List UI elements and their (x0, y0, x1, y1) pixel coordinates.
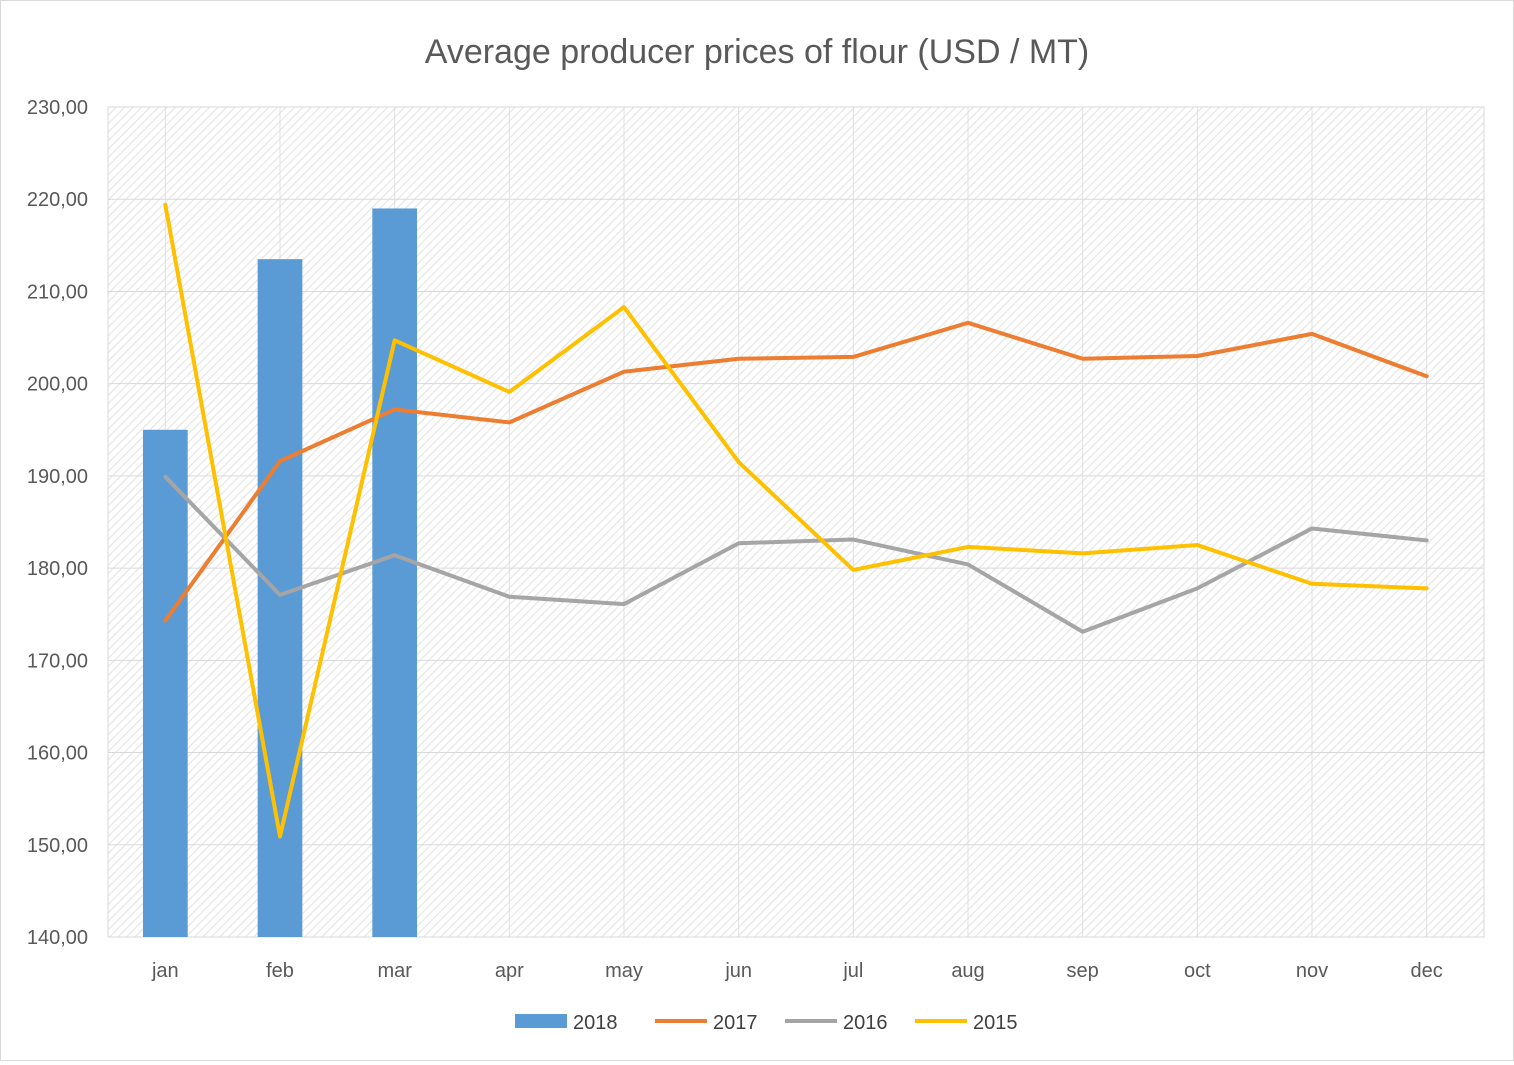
y-tick-label: 200,00 (27, 374, 88, 396)
line-series-2015 (163, 202, 1429, 839)
y-tick-label: 210,00 (27, 281, 88, 303)
legend-label-2016: 2016 (843, 1012, 888, 1034)
x-tick-label: jun (724, 960, 752, 982)
legend-label-2018: 2018 (573, 1012, 618, 1034)
plot-border (107, 106, 1485, 938)
x-tick-label: dec (1411, 960, 1443, 982)
x-tick-label: aug (951, 960, 984, 982)
y-tick-label: 180,00 (27, 558, 88, 580)
x-tick-label: jul (842, 960, 863, 982)
x-tick-label: mar (377, 960, 412, 982)
x-tick-label: may (605, 960, 643, 982)
plot-area: 140,00 150,00 160,00 170,00 180,00 190,00 200,… (27, 97, 1485, 982)
bar-2018-feb (257, 259, 303, 938)
y-tick-label: 150,00 (27, 835, 88, 857)
legend: 2018 2017 2016 2015 (515, 1012, 1018, 1034)
legend-label-2015: 2015 (973, 1012, 1018, 1034)
legend-swatch-2018 (515, 1014, 567, 1028)
x-tick-label: feb (266, 960, 294, 982)
x-tick-label: nov (1296, 960, 1328, 982)
x-tick-label: oct (1184, 960, 1211, 982)
y-tick-label: 230,00 (27, 97, 88, 119)
x-tick-label: apr (495, 960, 524, 982)
bar-2018-jan (142, 429, 188, 937)
plot-background (108, 107, 1484, 937)
line-series-2016 (163, 474, 1429, 634)
chart-title: Average producer prices of flour (USD / … (425, 33, 1090, 71)
y-tick-label: 170,00 (27, 650, 88, 672)
x-tick-label: jan (151, 960, 179, 982)
y-tick-label: 140,00 (27, 927, 88, 949)
bar-2018-mar (372, 208, 418, 937)
y-tick-label: 220,00 (27, 189, 88, 211)
y-tick-label: 160,00 (27, 743, 88, 765)
legend-label-2017: 2017 (713, 1012, 758, 1034)
y-tick-label: 190,00 (27, 466, 88, 488)
x-tick-label: sep (1067, 960, 1099, 982)
